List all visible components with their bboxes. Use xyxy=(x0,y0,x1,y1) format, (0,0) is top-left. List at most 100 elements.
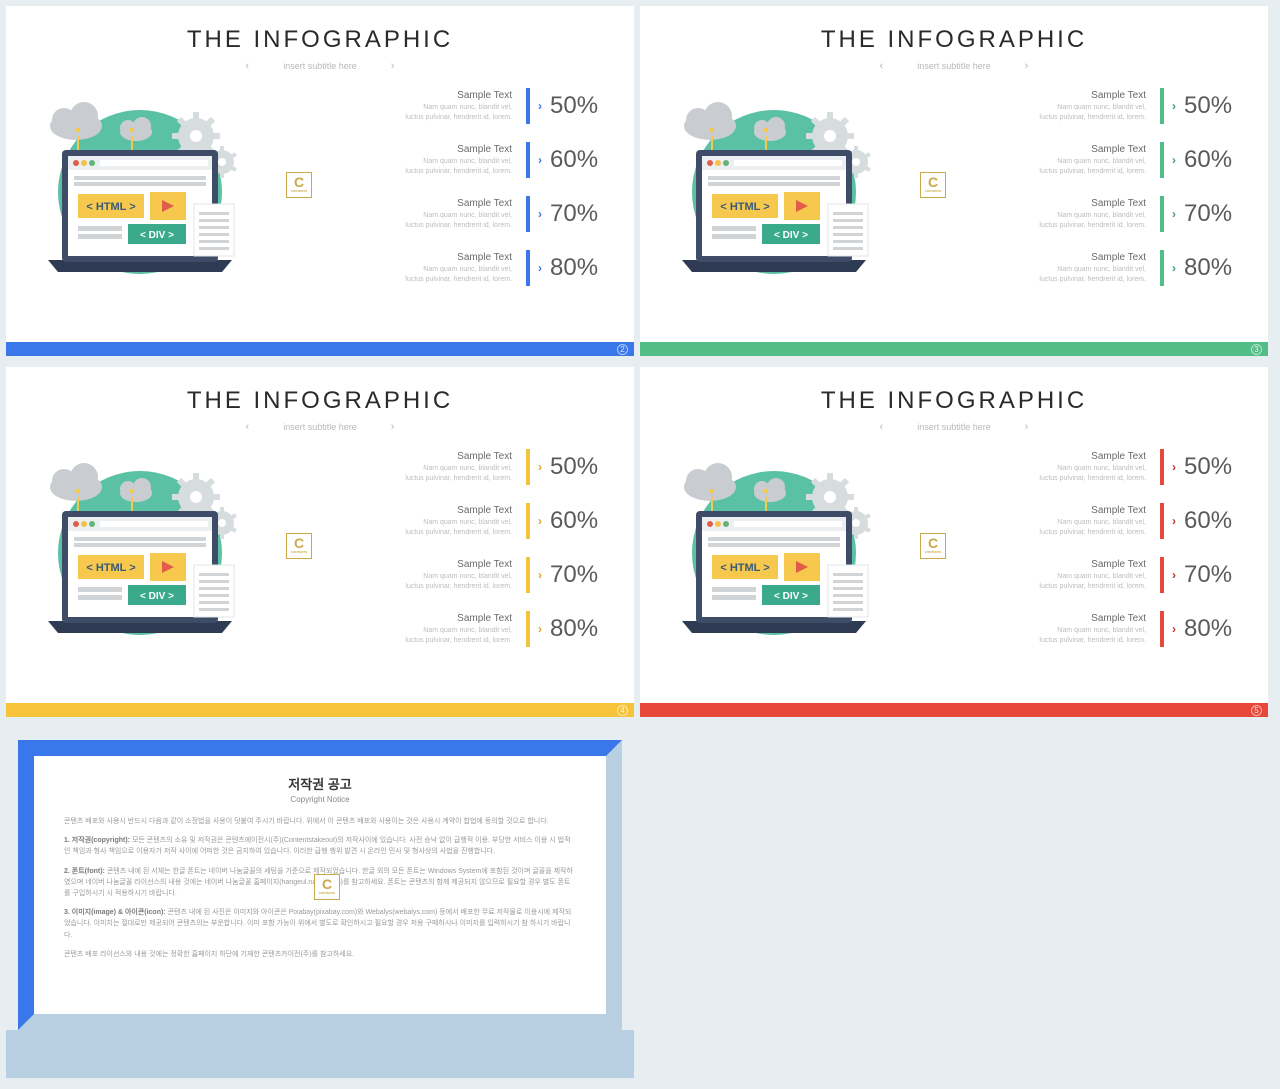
infographic-slide-4: THE INFOGRAPHIC ‹ insert subtitle here › xyxy=(640,367,1268,717)
copyright-slide: 저작권 공고 Copyright Notice 콘텐츠 배포와 사용시 반드시 … xyxy=(6,728,634,1078)
metric-title: Sample Text xyxy=(903,90,1146,101)
slide-page-number: 4 xyxy=(617,705,628,716)
metric-desc: Nam quam nunc, blandit vel,luctus pulvin… xyxy=(269,103,512,121)
contents-badge-icon: C xyxy=(920,172,946,198)
slide-title: THE INFOGRAPHIC xyxy=(6,387,634,415)
copyright-p3: 3. 이미지(image) & 아이콘(icon): 콘텐츠 내에 된 사진은 … xyxy=(64,907,576,941)
metric-desc: Nam quam nunc, blandit vel,luctus pulvin… xyxy=(269,464,512,482)
metric-title: Sample Text xyxy=(903,613,1146,624)
copyright-frame: 저작권 공고 Copyright Notice 콘텐츠 배포와 사용시 반드시 … xyxy=(18,740,622,1030)
subtitle-next-icon: › xyxy=(391,60,395,72)
metric-value: 50% xyxy=(550,92,612,120)
metric-title: Sample Text xyxy=(269,144,512,155)
metric-bar xyxy=(526,611,530,647)
chevron-right-icon: › xyxy=(1172,622,1176,636)
chevron-right-icon: › xyxy=(1172,99,1176,113)
metric-title: Sample Text xyxy=(269,505,512,516)
metric-desc: Nam quam nunc, blandit vel,luctus pulvin… xyxy=(903,103,1146,121)
metric-row: Sample Text Nam quam nunc, blandit vel,l… xyxy=(269,196,612,232)
metric-desc: Nam quam nunc, blandit vel,luctus pulvin… xyxy=(903,572,1146,590)
chevron-right-icon: › xyxy=(538,153,542,167)
chevron-right-icon: › xyxy=(538,460,542,474)
metric-title: Sample Text xyxy=(269,252,512,263)
chevron-right-icon: › xyxy=(1172,514,1176,528)
chevron-right-icon: › xyxy=(538,568,542,582)
metric-bar xyxy=(1160,196,1164,232)
slide-title: THE INFOGRAPHIC xyxy=(640,26,1268,54)
metric-value: 50% xyxy=(550,453,612,481)
slide-subtitle: insert subtitle here xyxy=(917,422,991,432)
copyright-p1: 1. 저작권(copyright): 모든 콘텐츠의 소유 및 저작권은 콘텐츠… xyxy=(64,835,576,857)
subtitle-next-icon: › xyxy=(1025,60,1029,72)
metric-row: Sample Text Nam quam nunc, blandit vel,l… xyxy=(903,557,1246,593)
infographic-illustration: < HTML > < DIV > xyxy=(662,445,887,645)
metric-title: Sample Text xyxy=(903,451,1146,462)
metric-desc: Nam quam nunc, blandit vel,luctus pulvin… xyxy=(903,626,1146,644)
subtitle-prev-icon: ‹ xyxy=(246,421,250,433)
slide-title: THE INFOGRAPHIC xyxy=(6,26,634,54)
metric-title: Sample Text xyxy=(269,90,512,101)
metric-desc: Nam quam nunc, blandit vel,luctus pulvin… xyxy=(903,211,1146,229)
metric-value: 70% xyxy=(550,200,612,228)
illustration: < HTML > < DIV > xyxy=(28,445,253,645)
copyright-footer: 콘텐츠 배포 라이선스와 내용 것에는 정확한 홈페이지 하단에 기재한 콘텐츠… xyxy=(64,949,576,960)
metric-title: Sample Text xyxy=(903,144,1146,155)
metric-title: Sample Text xyxy=(269,451,512,462)
illustration: < HTML > < DIV > xyxy=(28,84,253,284)
infographic-slide-1: THE INFOGRAPHIC ‹ insert subtitle here › xyxy=(6,6,634,356)
metric-desc: Nam quam nunc, blandit vel,luctus pulvin… xyxy=(269,626,512,644)
slide-accent-bar xyxy=(640,342,1268,356)
metric-row: Sample Text Nam quam nunc, blandit vel,l… xyxy=(903,88,1246,124)
subtitle-prev-icon: ‹ xyxy=(880,60,884,72)
metric-title: Sample Text xyxy=(269,613,512,624)
svg-text:< HTML >: < HTML > xyxy=(86,201,135,213)
chevron-right-icon: › xyxy=(1172,460,1176,474)
metric-value: 50% xyxy=(1184,453,1246,481)
metric-value: 70% xyxy=(1184,200,1246,228)
slide-subtitle: insert subtitle here xyxy=(283,61,357,71)
copyright-intro: 콘텐츠 배포와 사용시 반드시 다음과 같이 소정법을 사용이 덧붙여 주시기 … xyxy=(64,816,576,827)
metric-row: Sample Text Nam quam nunc, blandit vel,l… xyxy=(269,449,612,485)
svg-text:< DIV >: < DIV > xyxy=(774,230,808,241)
metric-value: 60% xyxy=(550,146,612,174)
metric-title: Sample Text xyxy=(269,559,512,570)
metric-bar xyxy=(1160,142,1164,178)
metrics-list: Sample Text Nam quam nunc, blandit vel,l… xyxy=(269,88,612,286)
copyright-subtitle: Copyright Notice xyxy=(64,795,576,804)
metric-row: Sample Text Nam quam nunc, blandit vel,l… xyxy=(269,503,612,539)
subtitle-next-icon: › xyxy=(391,421,395,433)
metric-row: Sample Text Nam quam nunc, blandit vel,l… xyxy=(269,250,612,286)
chevron-right-icon: › xyxy=(1172,207,1176,221)
metric-value: 70% xyxy=(1184,561,1246,589)
infographic-illustration: < HTML > < DIV > xyxy=(662,84,887,284)
chevron-right-icon: › xyxy=(538,514,542,528)
metric-value: 80% xyxy=(1184,615,1246,643)
metric-value: 80% xyxy=(550,254,612,282)
metric-title: Sample Text xyxy=(269,198,512,209)
infographic-illustration: < HTML > < DIV > xyxy=(28,84,253,284)
chevron-right-icon: › xyxy=(538,622,542,636)
metric-bar xyxy=(526,503,530,539)
metric-desc: Nam quam nunc, blandit vel,luctus pulvin… xyxy=(903,265,1146,283)
illustration: < HTML > < DIV > xyxy=(662,445,887,645)
slide-accent-bar xyxy=(6,703,634,717)
svg-text:< HTML >: < HTML > xyxy=(720,201,769,213)
metric-value: 60% xyxy=(1184,146,1246,174)
metric-bar xyxy=(526,557,530,593)
contents-badge-icon: C xyxy=(920,533,946,559)
metric-value: 70% xyxy=(550,561,612,589)
metric-desc: Nam quam nunc, blandit vel,luctus pulvin… xyxy=(903,464,1146,482)
chevron-right-icon: › xyxy=(538,261,542,275)
subtitle-next-icon: › xyxy=(1025,421,1029,433)
svg-text:< DIV >: < DIV > xyxy=(774,591,808,602)
metric-desc: Nam quam nunc, blandit vel,luctus pulvin… xyxy=(269,265,512,283)
metric-row: Sample Text Nam quam nunc, blandit vel,l… xyxy=(903,196,1246,232)
metric-title: Sample Text xyxy=(903,198,1146,209)
infographic-slide-2: THE INFOGRAPHIC ‹ insert subtitle here › xyxy=(640,6,1268,356)
slide-title: THE INFOGRAPHIC xyxy=(640,387,1268,415)
chevron-right-icon: › xyxy=(1172,153,1176,167)
metric-bar xyxy=(526,449,530,485)
chevron-right-icon: › xyxy=(1172,568,1176,582)
slide-page-number: 5 xyxy=(1251,705,1262,716)
metric-row: Sample Text Nam quam nunc, blandit vel,l… xyxy=(269,88,612,124)
